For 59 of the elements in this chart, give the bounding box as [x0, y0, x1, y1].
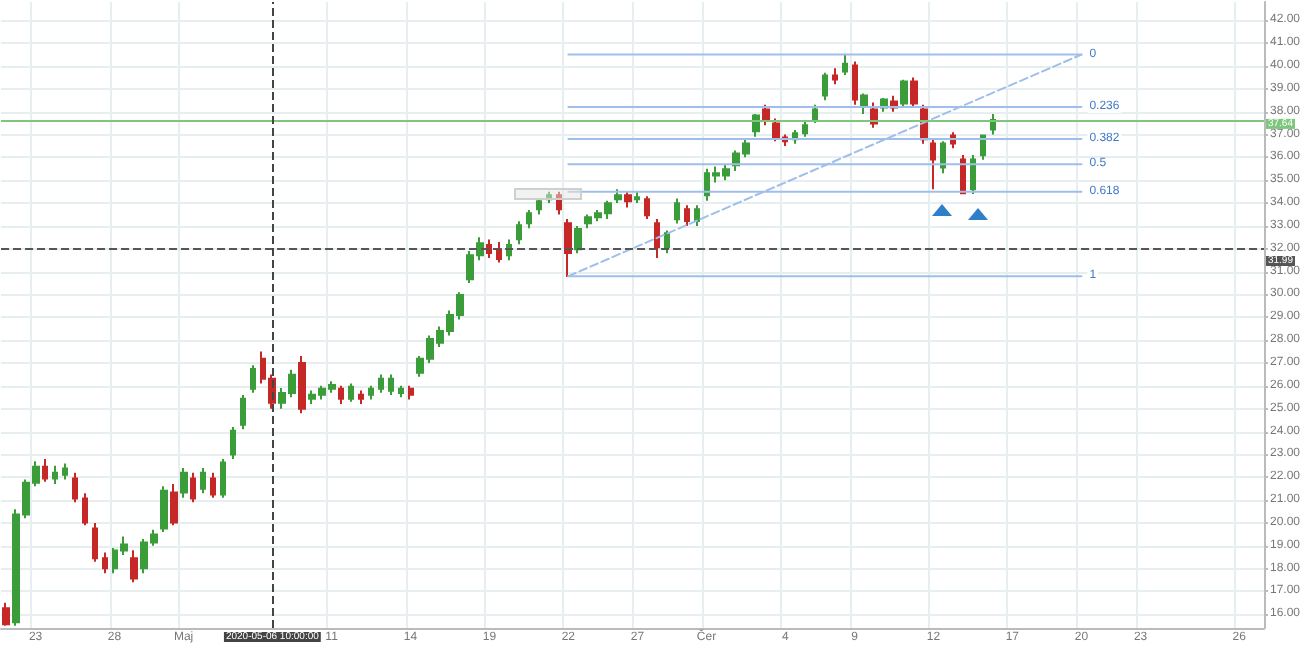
candlestick [220, 457, 226, 499]
candlestick [614, 188, 622, 205]
candlestick [368, 384, 374, 401]
candlestick [130, 549, 138, 584]
candlestick [516, 220, 522, 246]
candlestick [210, 471, 216, 499]
candlestick [674, 197, 680, 225]
candlestick [910, 76, 918, 109]
candlestick [930, 138, 936, 191]
candlestick [338, 384, 344, 406]
candlestick [102, 551, 108, 575]
candlestick [900, 78, 908, 109]
candlestick [842, 52, 848, 77]
candlestick [940, 140, 946, 175]
candlestick [92, 521, 98, 563]
candlestick [240, 393, 246, 431]
candlestick [250, 364, 256, 394]
candlestick [496, 240, 502, 264]
candlestick [762, 103, 770, 127]
candlestick [42, 457, 48, 483]
candlestick [72, 471, 78, 504]
candlestick [860, 92, 868, 115]
candlestick [230, 425, 236, 460]
candlestick [664, 229, 670, 255]
candlestick [574, 224, 582, 255]
candlestick [822, 71, 828, 102]
candlestick [644, 195, 650, 221]
candlestick [624, 190, 632, 209]
candlestick [852, 60, 858, 106]
candlestick [52, 464, 58, 486]
candlestick [832, 67, 838, 86]
candlestick [358, 389, 364, 406]
candlestick [694, 204, 700, 227]
candlestick [684, 204, 690, 227]
candlestick [190, 471, 196, 504]
candlestick [348, 382, 354, 403]
candlestick [526, 208, 532, 230]
candlestick [388, 373, 394, 396]
candlestick [408, 384, 414, 401]
candlestick [160, 485, 168, 534]
candlestick [180, 467, 188, 499]
candlestick [634, 190, 640, 205]
candlestick [812, 103, 818, 125]
candlestick [200, 467, 206, 495]
candlestick [772, 117, 780, 143]
candlestick [654, 218, 660, 259]
candlestick [564, 218, 572, 279]
candlestick [62, 462, 68, 481]
candlestick [398, 384, 404, 399]
candlestick [536, 197, 542, 216]
candlestick [980, 133, 986, 161]
candlestick [82, 492, 88, 527]
candlestick [378, 373, 384, 394]
candlestick [170, 483, 178, 527]
candlestick [970, 154, 976, 195]
candlestick [2, 601, 10, 627]
candlestick [802, 119, 808, 138]
candlestick [298, 355, 306, 415]
candlestick [486, 238, 492, 259]
